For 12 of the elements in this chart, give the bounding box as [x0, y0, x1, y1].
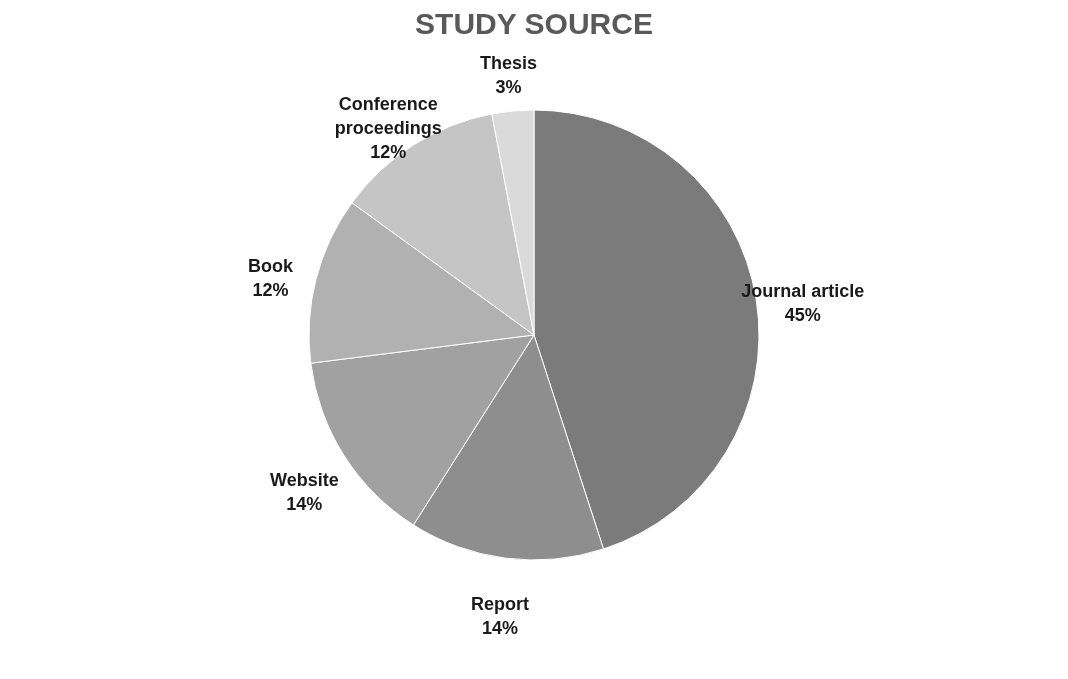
slice-label: Thesis: [479, 53, 537, 74]
slice-label: Report: [470, 593, 529, 614]
data-label: 12%: [252, 280, 289, 301]
data-label: 3%: [495, 77, 522, 98]
data-label: 14%: [481, 617, 518, 638]
data-label: 45%: [784, 305, 821, 326]
slice-label: Book: [248, 256, 295, 277]
slice-label: Conference proceedings: [334, 94, 442, 139]
chart-title: STUDY SOURCE: [415, 7, 653, 40]
data-label: 14%: [286, 493, 323, 514]
data-label: 12%: [370, 142, 407, 163]
slice-label: Website: [270, 469, 339, 490]
